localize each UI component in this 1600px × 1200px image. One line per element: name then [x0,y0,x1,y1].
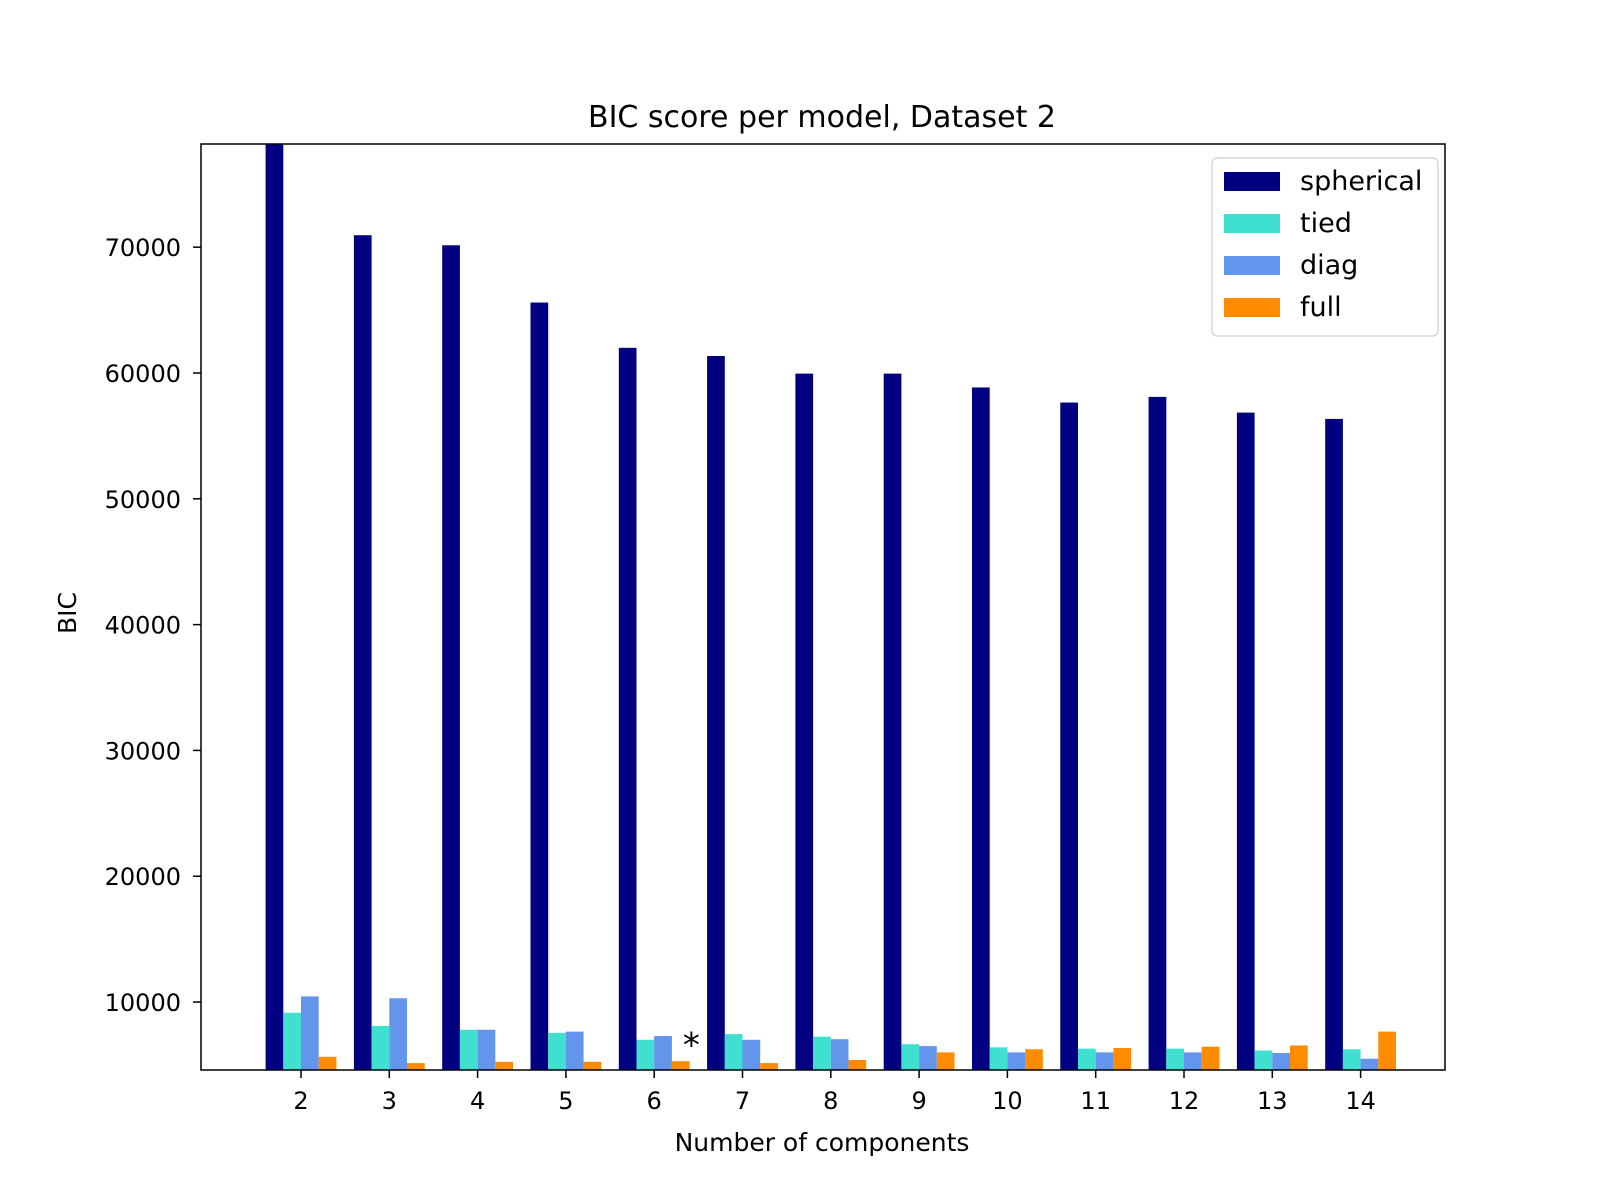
y-tick-label: 60000 [105,360,181,388]
ticks-layer: 2 3 4 5 6 7 8 9 10 11 12 13 14 10000 20000 30000 40000 50… [105,234,1376,1115]
y-tick-label: 50000 [105,486,181,514]
bar-tied-5 [548,1032,566,1070]
bar-full-11 [1113,1047,1132,1070]
bar-tied-4 [459,1029,478,1070]
bar-diag-14 [1360,1058,1379,1070]
legend-swatch-tied [1224,214,1280,233]
x-tick-label: 13 [1257,1087,1288,1115]
plot-frame [200,143,1446,1071]
legend-label-spherical: spherical [1300,166,1422,197]
bar-spherical-6 [618,347,637,1070]
bar-diag-8 [830,1039,849,1070]
bar-full-2 [318,1056,337,1070]
bar-diag-5 [565,1031,584,1070]
bars-layer [265,144,1396,1071]
x-tick-label: 14 [1345,1087,1376,1115]
bar-tied-7 [724,1034,743,1070]
best-model-annotation: * [683,1025,700,1065]
legend-label-full: full [1300,292,1342,323]
bar-full-9 [936,1052,955,1070]
y-tick-label: 70000 [105,234,181,262]
bar-tied-11 [1078,1048,1096,1070]
bar-spherical-11 [1060,402,1078,1070]
x-tick-label: 10 [992,1087,1023,1115]
bar-tied-14 [1342,1049,1361,1070]
bar-diag-7 [742,1039,761,1070]
bar-full-14 [1378,1031,1396,1070]
bar-spherical-9 [883,373,902,1070]
bar-diag-6 [654,1036,672,1070]
bar-spherical-13 [1236,412,1255,1070]
bar-spherical-4 [442,245,460,1070]
bar-tied-8 [813,1036,831,1070]
bar-diag-4 [477,1029,496,1070]
annotation-layer: * [683,1025,700,1065]
x-tick-label: 6 [647,1087,662,1115]
bar-spherical-2 [265,144,284,1070]
x-tick-label: 12 [1169,1087,1200,1115]
y-tick-label: 40000 [105,612,181,640]
x-tick-label: 3 [382,1087,397,1115]
bar-spherical-5 [530,302,549,1070]
bar-spherical-10 [972,387,990,1070]
y-tick-label: 10000 [105,989,181,1017]
bar-full-10 [1025,1049,1043,1070]
x-tick-label: 2 [293,1087,308,1115]
bar-spherical-12 [1148,396,1167,1070]
bar-diag-3 [389,998,407,1070]
x-tick-label: 7 [735,1087,750,1115]
legend-label-diag: diag [1300,250,1358,281]
bar-diag-10 [1007,1052,1026,1070]
legend: spherical tied diag full [1211,157,1439,337]
bar-diag-12 [1184,1052,1202,1070]
bar-full-3 [407,1063,425,1070]
bar-spherical-7 [707,356,725,1070]
bar-tied-6 [636,1039,655,1070]
bar-full-5 [583,1061,602,1070]
bar-tied-9 [901,1044,920,1070]
bar-tied-10 [989,1047,1008,1070]
bar-diag-9 [919,1046,937,1070]
x-tick-label: 11 [1080,1087,1111,1115]
x-tick-label: 4 [470,1087,485,1115]
bar-full-6 [671,1061,690,1070]
bar-tied-2 [283,1012,301,1070]
x-tick-label: 9 [911,1087,926,1115]
x-axis-label: Number of components [675,1128,970,1157]
bar-spherical-14 [1325,418,1343,1070]
bar-full-12 [1201,1046,1220,1070]
y-axis-label: BIC [53,592,82,634]
legend-swatch-spherical [1224,172,1280,191]
legend-swatch-diag [1224,256,1280,275]
y-tick-label: 30000 [105,737,181,765]
bar-full-7 [760,1063,778,1070]
bar-tied-3 [371,1025,390,1070]
legend-swatch-full [1224,298,1280,317]
bar-diag-2 [301,996,319,1070]
bar-spherical-8 [795,373,814,1070]
bar-diag-13 [1272,1053,1290,1070]
bar-spherical-3 [353,235,372,1071]
bar-tied-13 [1254,1050,1273,1070]
bar-full-13 [1290,1045,1308,1070]
x-tick-label: 5 [558,1087,573,1115]
y-tick-label: 20000 [105,863,181,891]
bar-tied-12 [1166,1048,1184,1070]
bar-full-4 [495,1061,513,1070]
legend-box [1211,157,1439,337]
bar-diag-11 [1095,1052,1114,1070]
chart-title: BIC score per model, Dataset 2 [588,100,1056,135]
bar-full-8 [848,1059,867,1070]
legend-label-tied: tied [1300,208,1352,239]
x-tick-label: 8 [823,1087,838,1115]
